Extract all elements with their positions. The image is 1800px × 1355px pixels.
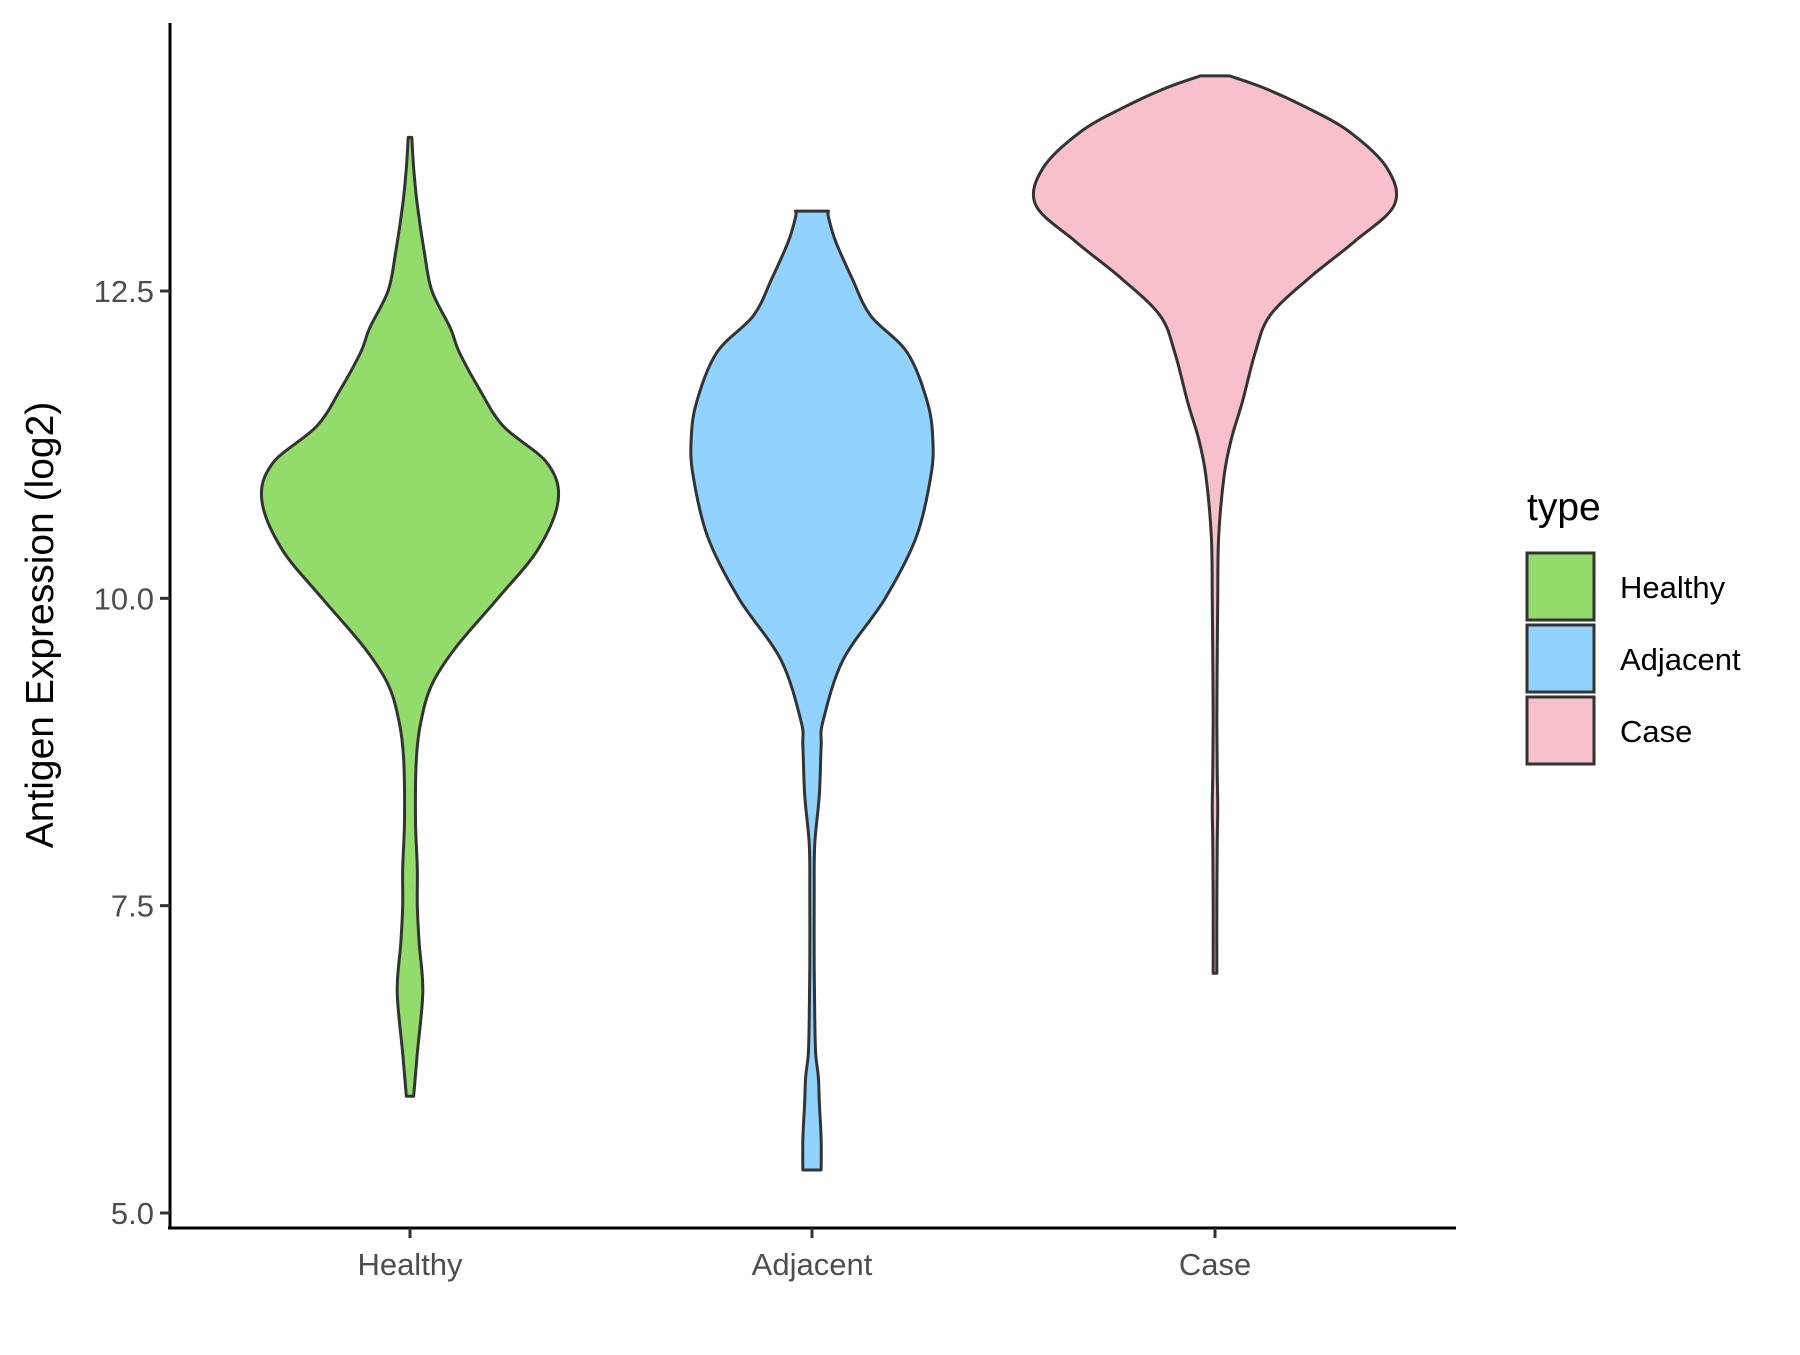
violin-adjacent [689,209,935,1172]
y-tick-label: 10.0 [94,581,154,616]
x-tick-label: Case [1179,1247,1251,1282]
legend-label: Healthy [1620,570,1726,605]
x-tick-label: Healthy [357,1247,463,1282]
y-tick-label: 7.5 [111,889,154,924]
x-tick-label: Adjacent [752,1247,873,1282]
violin-healthy [259,135,561,1098]
violin-case [1031,74,1399,975]
legend-label: Adjacent [1620,642,1741,677]
legend-label: Case [1620,714,1692,749]
legend: type Healthy Adjacent Case [1525,486,1741,766]
legend-key-healthy [1525,551,1596,622]
axes: 5.0 7.5 10.0 12.5 Healthy Adjacent Case Antig… [19,23,1456,1282]
y-ticks: 5.0 7.5 10.0 12.5 [94,274,170,1231]
x-ticks: Healthy Adjacent Case [357,1228,1251,1282]
y-axis-title: Antigen Expression (log2) [19,402,62,849]
legend-key-case [1525,695,1596,766]
legend-items: Healthy Adjacent Case [1525,551,1741,766]
legend-key-adjacent [1525,623,1596,694]
legend-title: type [1527,486,1601,529]
y-tick-label: 5.0 [111,1196,154,1231]
y-tick-label: 12.5 [94,274,154,309]
violin-layer [259,74,1399,1172]
